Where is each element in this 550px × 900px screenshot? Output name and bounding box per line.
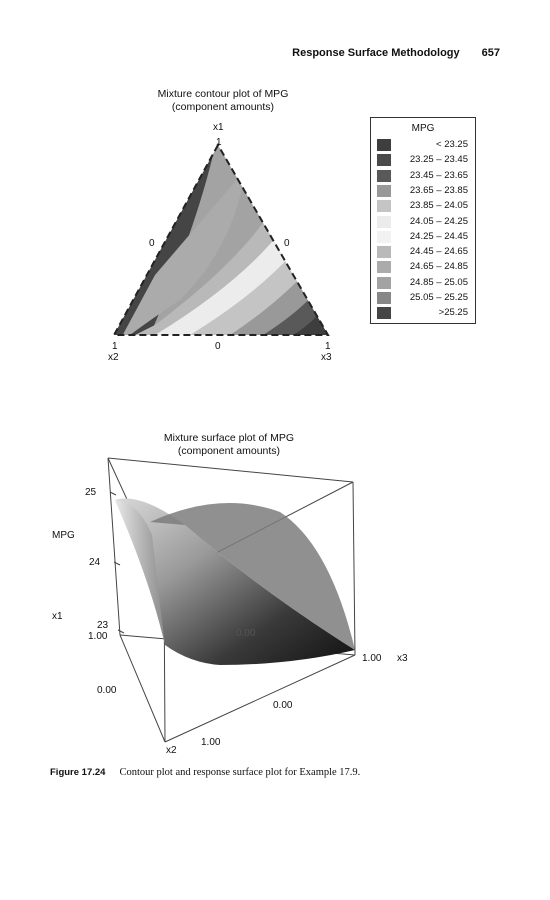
z-tick-24: 24 — [89, 557, 101, 568]
surface-plot — [107, 457, 356, 743]
legend-swatch — [377, 292, 391, 304]
contour-regions — [114, 145, 328, 335]
contour-plot-title: Mixture contour plot of MPG (component a… — [148, 88, 298, 114]
legend-swatch — [377, 261, 391, 274]
legend-entry: 25.05 – 25.25 — [377, 292, 471, 304]
legend-label: 23.45 – 23.65 — [409, 169, 468, 181]
legend-entry: 24.65 – 24.85 — [377, 261, 471, 274]
legend-entry: 24.25 – 24.45 — [377, 230, 471, 243]
ternary-contour-plot — [112, 142, 330, 336]
contour-region-band-c — [190, 253, 308, 335]
x2-min-label: 0.00 — [273, 700, 293, 711]
x1-axis-label: x1 — [52, 611, 63, 622]
legend-swatch — [377, 139, 391, 151]
contour-region-band-a — [120, 170, 245, 335]
legend-title: MPG — [411, 123, 435, 134]
vertex-right-value: 1 — [325, 341, 331, 352]
legend-label: 24.85 – 25.05 — [409, 276, 468, 288]
legend-entry: 24.05 – 24.25 — [377, 215, 471, 228]
running-head: Response Surface Methodology 657 — [292, 47, 500, 59]
legend-swatch — [377, 276, 391, 289]
bottom-edge-zero: 0 — [215, 341, 221, 352]
triangle-border — [112, 142, 330, 336]
section-title: Response Surface Methodology — [292, 47, 460, 59]
caption-text: Contour plot and response surface plot f… — [119, 767, 361, 778]
legend-label: 24.65 – 24.85 — [409, 261, 468, 273]
legend-swatch — [377, 154, 391, 167]
legend-label: >25.25 — [438, 307, 468, 319]
page-number: 657 — [481, 47, 500, 59]
legend-entry: >25.25 — [377, 307, 471, 320]
legend-label: < 23.25 — [436, 139, 468, 150]
legend-label: 25.05 – 25.25 — [409, 292, 468, 303]
legend-label: 23.25 – 23.45 — [409, 154, 468, 166]
contour-region-corner-right — [290, 305, 328, 335]
vertex-left-value: 1 — [112, 341, 118, 352]
vertex-left-name: x2 — [108, 352, 119, 363]
x2-axis-label: x2 — [166, 745, 177, 756]
legend-swatch — [377, 200, 391, 213]
legend-swatch — [377, 230, 391, 243]
surface-plot-title: Mixture surface plot of MPG (component a… — [154, 432, 304, 458]
x3-axis-label: x3 — [397, 653, 408, 664]
legend-entry: < 23.25 — [377, 139, 471, 151]
vertex-top-value: 1 — [216, 137, 222, 148]
left-edge-zero: 0 — [149, 238, 155, 249]
legend-entry: 24.45 – 24.65 — [377, 246, 471, 259]
legend-swatch — [377, 169, 391, 182]
legend-entry: 24.85 – 25.05 — [377, 276, 471, 289]
x1-max-label: 1.00 — [88, 631, 108, 642]
surface-title-line2: (component amounts) — [177, 445, 281, 457]
legend-label: 24.05 – 24.25 — [409, 215, 468, 227]
contour-title-line1: Mixture contour plot of MPG — [157, 88, 289, 100]
x1-min-label: 0.00 — [97, 685, 117, 696]
figure-caption: Figure 17.24 Contour plot and response su… — [50, 767, 360, 778]
x3-max-label: 1.00 — [362, 653, 382, 664]
legend-entry: 23.25 – 23.45 — [377, 154, 471, 167]
base-center-label: 0.00 — [236, 628, 256, 639]
response-surface-fold — [115, 500, 165, 645]
contour-region-light — [155, 231, 300, 335]
legend-swatch — [377, 246, 391, 259]
figure-label: Figure 17.24 — [50, 767, 106, 778]
legend-label: 23.65 – 23.85 — [409, 184, 468, 196]
legend-label: 24.25 – 24.45 — [409, 230, 468, 242]
legend-entry: 23.45 – 23.65 — [377, 169, 471, 182]
legend-swatch — [377, 215, 391, 228]
legend-label: 23.85 – 24.05 — [409, 200, 468, 212]
surface-title-line1: Mixture surface plot of MPG — [163, 432, 295, 444]
z-axis-ticks — [109, 491, 125, 634]
response-surface-top-sheet — [150, 503, 355, 650]
contour-title-line2: (component amounts) — [171, 101, 275, 113]
legend-swatch — [377, 307, 391, 320]
legend-swatch — [377, 184, 391, 197]
legend-label: 24.45 – 24.65 — [409, 246, 468, 258]
vertex-right-name: x3 — [321, 352, 332, 363]
z-axis-label: MPG — [52, 530, 75, 541]
legend-entry: 23.85 – 24.05 — [377, 200, 471, 213]
contour-region-band-b — [125, 213, 290, 335]
z-tick-25: 25 — [85, 487, 97, 498]
vertex-top-name: x1 — [213, 122, 224, 133]
right-edge-zero: 0 — [284, 238, 290, 249]
x2-max-label: 1.00 — [201, 737, 221, 748]
contour-legend: MPG < 23.25 23.25 – 23.45 23.45 – 23.65 23.… — [370, 117, 476, 324]
legend-entry: 23.65 – 23.85 — [377, 184, 471, 197]
response-surface — [115, 498, 355, 665]
z-tick-23: 23 — [97, 620, 109, 631]
